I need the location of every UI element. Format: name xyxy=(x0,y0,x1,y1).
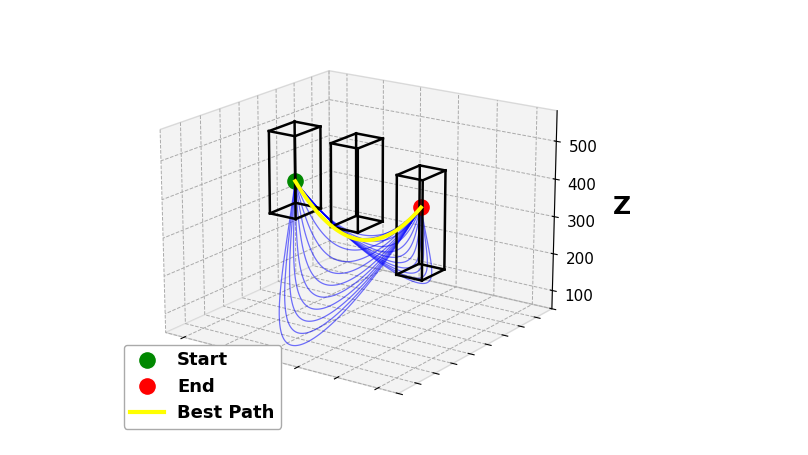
Legend: Start, End, Best Path: Start, End, Best Path xyxy=(124,345,281,429)
